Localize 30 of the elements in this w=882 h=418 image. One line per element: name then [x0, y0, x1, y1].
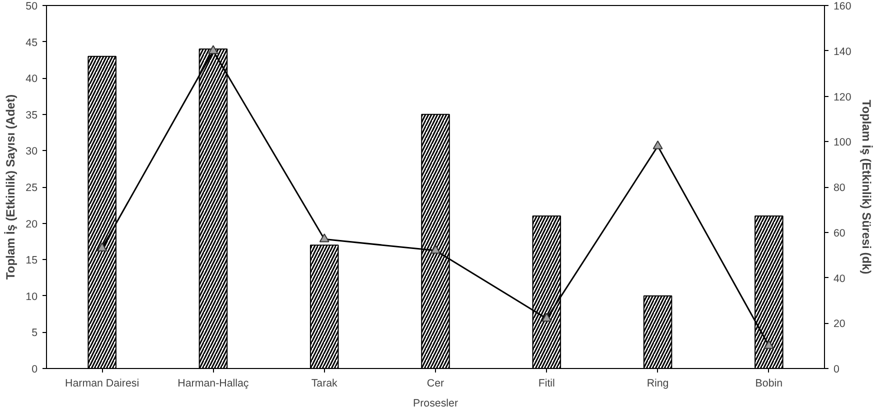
y2-tick-label: 160: [834, 0, 852, 12]
x-tick-label: Fitil: [538, 378, 555, 390]
y-tick-label: 0: [32, 364, 38, 376]
y2-tick-label: 60: [834, 227, 846, 240]
x-tick-label: Harman Dairesi: [65, 378, 140, 390]
y-tick-label: 35: [26, 109, 38, 122]
y-tick-label: 40: [26, 73, 38, 86]
y-tick-label: 45: [26, 36, 38, 49]
y-tick-label: 10: [26, 290, 38, 303]
y-tick-label: 5: [32, 327, 38, 340]
x-tick-label: Cer: [426, 378, 445, 390]
x-tick-label: Bobin: [755, 378, 783, 390]
y2-tick-label: 0: [834, 364, 840, 376]
x-tick-label: Tarak: [311, 378, 338, 390]
y2-tick-label: 140: [834, 46, 852, 58]
x-tick-label: Ring: [646, 378, 669, 390]
y-tick-label: 30: [26, 146, 38, 158]
y2-tick-label: 20: [834, 318, 846, 330]
y2-tick-label: 80: [834, 182, 846, 194]
x-axis-title: Prosesler: [412, 398, 458, 410]
y2-tick-label: 40: [834, 272, 846, 285]
y-tick-label: 15: [26, 254, 38, 267]
y-tick-label: 50: [26, 0, 38, 12]
y-axis-title: Toplam İş (Etkinlik) Sayısı (Adet): [4, 94, 18, 280]
y2-axis-title: Toplam İş (Etkinlik) Süresi (dk): [859, 100, 874, 274]
y2-tick-label: 100: [834, 136, 852, 149]
y-tick-label: 25: [26, 182, 38, 194]
x-tick-label: Harman-Hallaç: [178, 378, 250, 390]
y-tick-label: 20: [26, 218, 38, 230]
y2-tick-label: 120: [834, 91, 852, 104]
